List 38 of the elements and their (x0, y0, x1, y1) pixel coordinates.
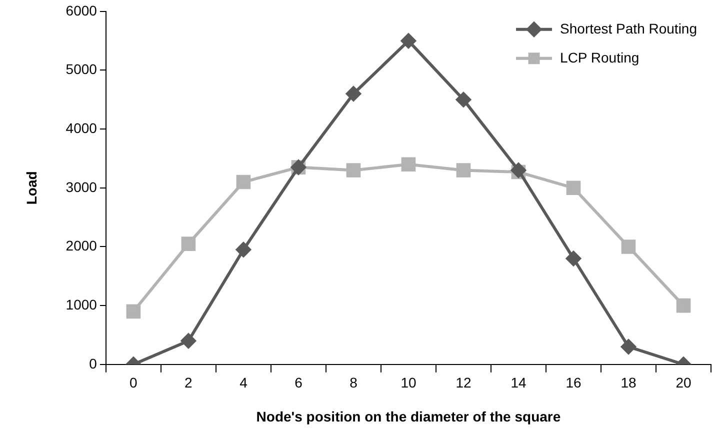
point (236, 174, 251, 190)
point (126, 304, 141, 319)
x-tick-label: 6 (294, 374, 303, 391)
y-tick-label: 3000 (66, 178, 98, 195)
x-tick-label: 20 (676, 374, 692, 391)
legend-label: Shortest Path Routing (560, 20, 698, 36)
point (621, 240, 636, 254)
point (456, 92, 471, 108)
point (566, 251, 581, 266)
x-tick-label: 18 (620, 374, 636, 391)
point (236, 242, 251, 258)
point (676, 298, 691, 313)
point (566, 180, 581, 196)
point (346, 163, 361, 178)
x-tick-label: 16 (566, 374, 582, 391)
x-tick-label: 12 (456, 374, 472, 391)
x-tick-label: 4 (240, 374, 248, 391)
y-tick-label: 6000 (66, 2, 98, 18)
y-tick-label: 5000 (66, 61, 98, 78)
x-tick-label: 8 (350, 374, 358, 391)
y-tick-label: 1000 (66, 296, 98, 312)
y-tick-label: 4000 (66, 120, 98, 136)
y-tick-label: 0 (89, 355, 98, 372)
x-tick-label: 2 (184, 374, 193, 391)
x-tick-label: 0 (130, 374, 138, 391)
point (181, 236, 196, 251)
x-tick-label: 14 (510, 374, 526, 391)
point (400, 33, 416, 48)
point (180, 333, 196, 348)
x-axis-title: Node's position on the diameter of the square (256, 408, 561, 424)
y-axis-title: Load (23, 171, 40, 205)
point (456, 163, 471, 178)
point (401, 157, 416, 172)
y-tick-label: 2000 (66, 238, 98, 254)
legend-label: LCP Routing (560, 49, 640, 66)
point (346, 86, 361, 102)
x-tick-label: 10 (400, 374, 416, 391)
point (620, 339, 636, 354)
